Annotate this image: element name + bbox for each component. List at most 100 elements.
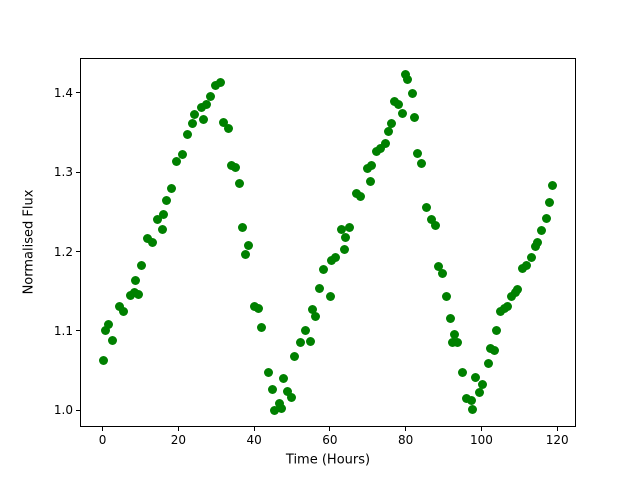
- data-point: [274, 398, 284, 408]
- data-point: [489, 345, 499, 355]
- data-point: [253, 304, 263, 314]
- data-point: [153, 215, 163, 225]
- data-point: [137, 261, 147, 271]
- data-point: [522, 261, 532, 271]
- data-point: [147, 237, 157, 247]
- data-point: [484, 359, 494, 369]
- x-tick-label: 100: [470, 433, 493, 447]
- plot-area: [80, 58, 576, 427]
- data-point: [387, 118, 397, 128]
- data-point: [401, 70, 411, 80]
- x-tick-mark: [253, 427, 255, 431]
- data-point: [267, 385, 277, 395]
- data-point: [445, 313, 455, 323]
- x-tick-mark: [556, 427, 558, 431]
- data-point: [397, 109, 407, 119]
- y-tick-mark: [76, 251, 80, 253]
- data-point: [442, 292, 452, 302]
- data-point: [115, 301, 125, 311]
- x-tick-label: 60: [322, 433, 338, 447]
- data-point: [533, 237, 543, 247]
- data-point: [339, 244, 349, 254]
- data-point: [426, 215, 436, 225]
- data-point: [172, 157, 182, 167]
- data-point: [177, 150, 187, 160]
- data-point: [345, 223, 355, 233]
- data-point: [243, 240, 253, 250]
- data-point: [468, 405, 478, 415]
- data-point: [234, 178, 244, 188]
- x-axis-label: Time (Hours): [285, 452, 371, 468]
- data-point: [300, 326, 310, 336]
- data-point: [215, 78, 225, 88]
- data-point: [340, 232, 350, 242]
- data-point: [537, 226, 547, 236]
- data-point: [466, 395, 476, 405]
- y-tick-label: 1.1: [53, 323, 73, 338]
- data-point: [526, 253, 536, 263]
- data-point: [199, 114, 209, 124]
- y-tick-label: 1.2: [53, 244, 73, 259]
- data-point: [503, 301, 513, 311]
- y-tick-mark: [76, 92, 80, 94]
- data-point: [475, 388, 485, 398]
- data-point: [314, 284, 324, 294]
- data-point: [326, 255, 336, 265]
- data-point: [356, 192, 366, 202]
- data-point: [403, 74, 413, 84]
- data-point: [231, 163, 241, 172]
- data-point: [159, 209, 169, 219]
- data-point: [196, 102, 206, 112]
- data-point: [188, 119, 198, 129]
- data-point: [183, 130, 193, 140]
- data-point: [277, 404, 287, 414]
- data-point: [296, 337, 306, 347]
- data-point: [375, 143, 385, 153]
- y-axis-label: Normalised Flux: [21, 189, 37, 295]
- data-point: [433, 262, 443, 272]
- data-point: [319, 265, 329, 275]
- data-point: [306, 336, 316, 346]
- data-point: [381, 139, 391, 149]
- data-point: [478, 380, 488, 390]
- y-tick-label: 1.4: [53, 85, 73, 100]
- data-point: [548, 181, 558, 191]
- data-point: [492, 325, 502, 335]
- data-point: [307, 305, 317, 315]
- x-tick-label: 0: [98, 433, 107, 447]
- y-tick-mark: [76, 409, 80, 411]
- data-point: [336, 224, 346, 234]
- data-point: [289, 351, 299, 361]
- data-point: [98, 355, 108, 365]
- y-tick-mark: [76, 171, 80, 173]
- data-point: [462, 393, 472, 403]
- data-point: [263, 367, 273, 377]
- x-tick-mark: [480, 427, 482, 431]
- data-point: [134, 289, 144, 299]
- data-point: [223, 124, 233, 134]
- data-point: [283, 386, 293, 396]
- data-point: [202, 100, 212, 110]
- data-point: [326, 292, 336, 302]
- y-tick-label: 1.0: [53, 403, 73, 418]
- data-point: [450, 330, 460, 340]
- y-tick-label: 1.3: [53, 165, 73, 180]
- data-point: [371, 147, 381, 157]
- data-point: [470, 373, 480, 383]
- data-point: [365, 176, 375, 186]
- x-tick-label: 40: [246, 433, 262, 447]
- data-point: [384, 126, 394, 136]
- data-point: [157, 224, 167, 234]
- data-point: [506, 291, 516, 301]
- data-point: [256, 323, 266, 333]
- data-point: [240, 250, 250, 260]
- x-tick-label: 120: [545, 433, 569, 447]
- data-point: [438, 268, 448, 278]
- data-point: [130, 275, 140, 285]
- data-point: [458, 367, 467, 377]
- data-point: [210, 81, 220, 91]
- data-point: [167, 183, 177, 193]
- data-point: [190, 109, 200, 119]
- data-point: [417, 159, 427, 169]
